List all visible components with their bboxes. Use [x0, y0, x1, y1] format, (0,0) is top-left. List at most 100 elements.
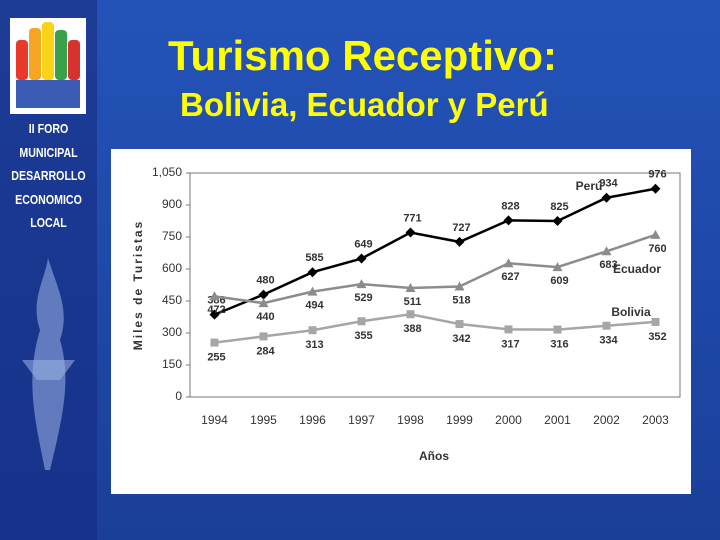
y-tick-label: 600 [162, 261, 182, 275]
data-label: 317 [501, 338, 519, 350]
data-label: 727 [452, 222, 470, 234]
x-tick-label: 1994 [201, 413, 228, 427]
y-axis-label: Miles de Turistas [131, 220, 145, 350]
x-tick-label: 2003 [642, 413, 669, 427]
chart: Miles de Turistas Años 0 150 300 450 600 750 9… [111, 149, 691, 494]
slide-title: Turismo Receptivo: [168, 32, 557, 79]
x-tick-label: 2001 [544, 413, 571, 427]
marker [356, 253, 367, 264]
data-label: 609 [550, 275, 568, 287]
series-line [214, 187, 656, 316]
series-line [214, 312, 656, 344]
y-tick-label: 900 [162, 197, 182, 211]
data-label: 683 [599, 259, 617, 271]
x-tick-label: 1998 [397, 413, 424, 427]
marker [601, 192, 612, 203]
data-label: 388 [403, 323, 421, 335]
logo-hand [42, 22, 54, 80]
data-label: 284 [256, 345, 275, 357]
marker [259, 332, 268, 341]
logo-hand [68, 40, 80, 80]
logo-base [16, 80, 80, 108]
sidebar-line: DESARROLLO [11, 169, 86, 183]
data-label: 649 [354, 238, 372, 250]
sidebar-line: ECONOMICO [15, 192, 82, 207]
marker [405, 282, 416, 292]
chart-bg [111, 149, 691, 494]
plot-frame [189, 172, 681, 398]
data-label: 518 [452, 294, 470, 306]
marker [406, 310, 415, 319]
legend-label: Perú [576, 179, 603, 193]
data-label: 352 [648, 331, 666, 343]
data-label: 472 [207, 304, 225, 316]
data-label: 355 [354, 330, 372, 342]
legend-label: Ecuador [613, 262, 661, 276]
x-tick-label: 1996 [299, 413, 326, 427]
data-label: 828 [501, 200, 519, 212]
marker [210, 338, 219, 347]
marker [455, 320, 464, 329]
data-label: 934 [599, 178, 618, 190]
marker [504, 325, 513, 334]
data-label: 976 [648, 169, 666, 181]
torch-cup [22, 360, 75, 380]
data-label: 316 [550, 338, 568, 350]
marker [503, 215, 514, 226]
marker [357, 317, 366, 326]
sidebar-art [10, 18, 86, 470]
x-tick-label: 1997 [348, 413, 375, 427]
x-tick-label: 2000 [495, 413, 522, 427]
marker [307, 267, 318, 278]
data-label: 825 [550, 201, 568, 213]
logo-hand [29, 28, 41, 80]
data-label: 511 [404, 296, 422, 308]
marker [258, 298, 269, 308]
legend-label: Bolivia [611, 305, 651, 319]
marker [651, 317, 660, 326]
sidebar: II FORO MUNICIPAL DESARROLLO ECONOMICO LOCAL [0, 0, 97, 540]
data-label: 529 [354, 292, 372, 304]
y-tick-label: 300 [162, 325, 182, 339]
slide-subtitle: Bolivia, Ecuador y Perú [180, 86, 549, 123]
data-label: 771 [403, 212, 421, 224]
y-tick-label: 0 [175, 389, 182, 403]
data-label: 494 [305, 300, 324, 312]
sidebar-text: II FORO MUNICIPAL DESARROLLO ECONOMICO LOCAL [7, 118, 89, 236]
x-tick-label: 1999 [446, 413, 473, 427]
y-tick-label: 1,050 [152, 165, 182, 179]
marker [405, 227, 416, 238]
y-tick-label: 450 [162, 293, 182, 307]
marker [209, 309, 220, 320]
marker [650, 183, 661, 194]
sidebar-line: II FORO [28, 122, 69, 136]
x-axis-label: Años [419, 449, 449, 463]
data-label: 255 [207, 352, 225, 364]
logo-hand [55, 30, 67, 80]
y-tick-label: 150 [162, 357, 182, 371]
marker [601, 246, 612, 256]
marker [553, 325, 562, 334]
sidebar-line: LOCAL [30, 216, 67, 230]
x-tick-label: 2002 [593, 413, 620, 427]
data-label: 342 [452, 333, 470, 345]
marker [307, 286, 318, 296]
sidebar-line: MUNICIPAL [19, 145, 78, 160]
data-label: 440 [256, 311, 274, 323]
marker [650, 229, 661, 239]
data-label: 585 [305, 252, 323, 264]
data-label: 313 [305, 339, 323, 351]
marker [552, 262, 563, 272]
marker [356, 279, 367, 289]
logo-hand [16, 40, 28, 80]
series-line [214, 233, 656, 305]
x-tick-label: 1995 [250, 413, 277, 427]
marker [552, 216, 563, 226]
marker [258, 289, 269, 300]
marker [209, 291, 220, 301]
marker [308, 326, 317, 335]
marker [503, 258, 514, 268]
data-label: 760 [648, 243, 666, 255]
data-label: 480 [256, 275, 274, 287]
